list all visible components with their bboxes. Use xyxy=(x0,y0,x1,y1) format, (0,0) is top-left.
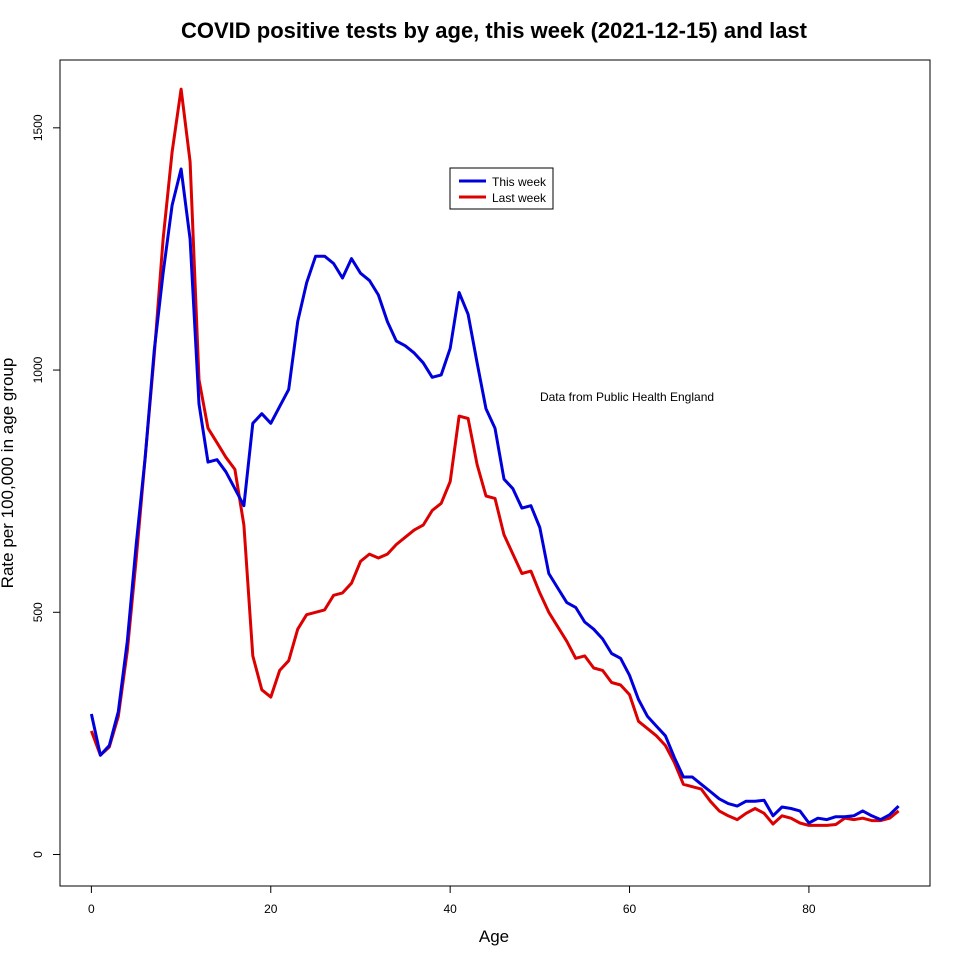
source-annotation: Data from Public Health England xyxy=(540,390,714,404)
y-tick-label: 1500 xyxy=(31,114,45,141)
series-line-last-week xyxy=(89,87,900,827)
series-line-this-week xyxy=(89,167,900,825)
y-axis: 0 500 1000 1500 xyxy=(31,114,61,858)
series-layer xyxy=(89,87,900,827)
x-tick-label: 20 xyxy=(264,902,278,916)
x-tick-label: 60 xyxy=(623,902,637,916)
y-tick-label: 500 xyxy=(31,602,45,622)
legend-label-last-week: Last week xyxy=(492,191,547,205)
chart-title: COVID positive tests by age, this week (… xyxy=(181,18,808,43)
y-tick-label: 1000 xyxy=(31,356,45,383)
legend: This week Last week xyxy=(449,167,554,210)
x-axis-label: Age xyxy=(479,927,509,946)
legend-label-this-week: This week xyxy=(492,175,547,189)
y-axis-label: Rate per 100,000 in age group xyxy=(0,358,17,589)
x-tick-label: 0 xyxy=(88,902,95,916)
x-axis: 0 20 40 60 80 xyxy=(88,885,816,916)
legend-box xyxy=(449,167,554,210)
x-tick-label: 40 xyxy=(443,902,457,916)
x-tick-label: 80 xyxy=(802,902,816,916)
y-tick-label: 0 xyxy=(31,851,45,858)
